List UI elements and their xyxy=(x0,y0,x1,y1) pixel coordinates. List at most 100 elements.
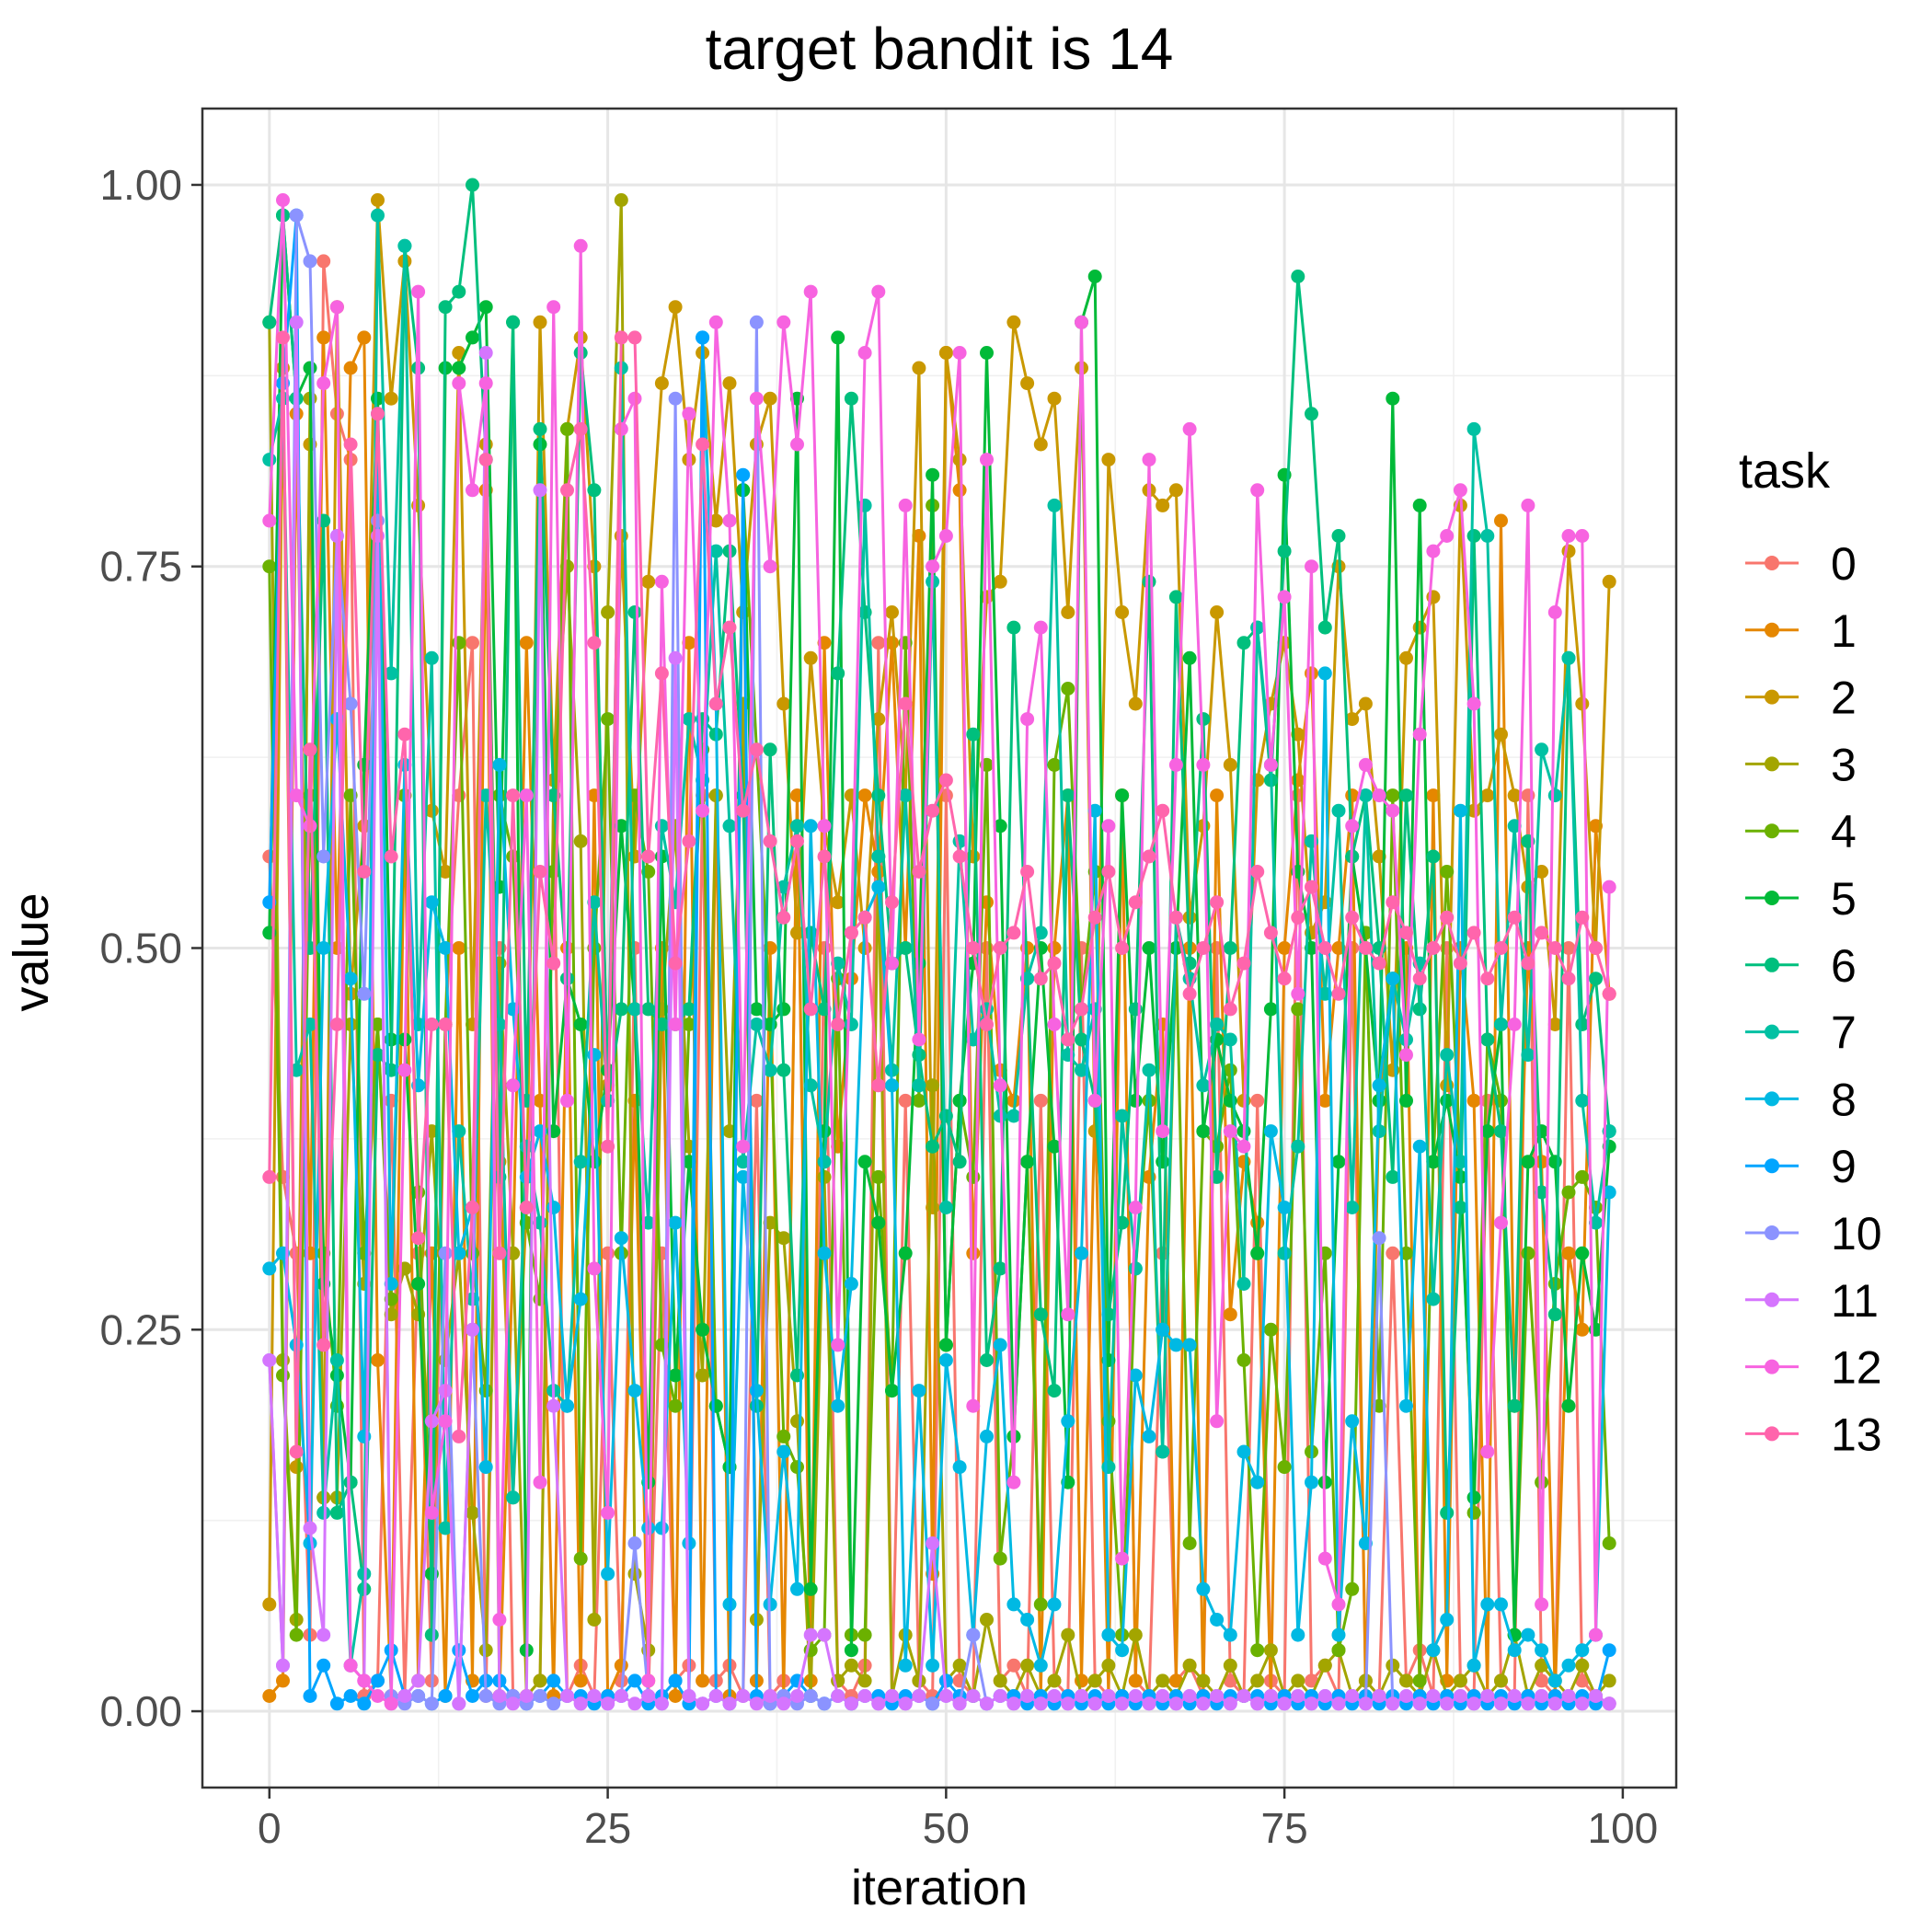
data-point xyxy=(452,1246,466,1260)
data-point xyxy=(736,467,751,482)
data-point xyxy=(993,1673,1007,1688)
legend-label: 13 xyxy=(1831,1409,1882,1460)
data-point xyxy=(1305,559,1318,574)
data-point xyxy=(1466,529,1481,543)
data-point xyxy=(938,1689,953,1703)
data-point xyxy=(790,1581,804,1596)
data-point xyxy=(1263,1002,1278,1017)
data-point xyxy=(871,849,886,864)
data-point xyxy=(844,1658,858,1673)
data-point xyxy=(857,910,872,925)
data-point xyxy=(1156,1124,1170,1139)
data-point xyxy=(357,865,372,879)
data-point xyxy=(1210,1169,1225,1184)
data-point xyxy=(912,865,926,879)
data-point xyxy=(1386,1246,1400,1260)
data-point xyxy=(912,361,926,375)
legend-key-point xyxy=(1765,1091,1779,1107)
data-point xyxy=(452,1124,466,1139)
data-point xyxy=(1115,941,1130,955)
data-point xyxy=(776,696,791,711)
data-point xyxy=(1521,498,1535,512)
data-point xyxy=(627,1536,642,1550)
legend-item-9: 9 xyxy=(1745,1141,1857,1192)
data-point xyxy=(289,1444,304,1459)
data-point xyxy=(438,300,453,315)
data-point xyxy=(1331,803,1346,818)
data-point xyxy=(546,1201,561,1214)
data-point xyxy=(1453,956,1467,971)
data-point xyxy=(763,1063,777,1077)
data-point xyxy=(1453,483,1467,498)
data-point xyxy=(1033,437,1048,452)
data-point xyxy=(1561,1246,1576,1260)
data-point xyxy=(1372,1078,1386,1093)
data-point xyxy=(384,666,398,681)
data-point xyxy=(1250,1673,1265,1688)
data-point xyxy=(1547,1696,1562,1711)
data-point xyxy=(587,1613,602,1627)
data-point xyxy=(776,910,791,925)
data-point xyxy=(926,1658,940,1673)
data-point xyxy=(1128,1689,1143,1703)
data-point xyxy=(1589,1627,1603,1642)
data-point xyxy=(898,788,913,803)
data-point xyxy=(1020,712,1035,727)
data-point xyxy=(1521,1048,1535,1063)
data-point xyxy=(303,819,317,834)
data-point xyxy=(1466,1490,1481,1505)
data-point xyxy=(1061,1696,1075,1711)
x-tick-label: 50 xyxy=(923,1804,970,1852)
data-point xyxy=(1535,1643,1549,1658)
data-point xyxy=(938,529,953,543)
data-point xyxy=(1521,1155,1535,1169)
data-point xyxy=(1020,865,1035,879)
data-point xyxy=(966,941,981,955)
data-point xyxy=(1142,941,1156,955)
data-point xyxy=(654,1018,669,1031)
data-point xyxy=(722,1696,737,1711)
data-point xyxy=(478,453,493,467)
data-point xyxy=(1426,849,1441,864)
data-point xyxy=(1250,483,1265,498)
data-point xyxy=(1399,788,1413,803)
data-point xyxy=(1196,1696,1211,1711)
data-point xyxy=(1128,1093,1143,1108)
data-point xyxy=(316,330,331,345)
data-point xyxy=(1061,1307,1075,1322)
data-point xyxy=(1128,1201,1143,1214)
data-point xyxy=(1589,972,1603,986)
data-point xyxy=(668,1689,683,1703)
data-point xyxy=(952,1093,967,1108)
data-point xyxy=(1494,1215,1508,1230)
data-point xyxy=(1033,926,1048,940)
data-point xyxy=(980,1353,994,1367)
data-point xyxy=(1006,1658,1021,1673)
data-point xyxy=(424,1696,439,1711)
data-point xyxy=(1277,1696,1292,1711)
data-point xyxy=(1020,376,1035,391)
legend-label: 4 xyxy=(1831,806,1857,857)
data-point xyxy=(573,1292,588,1306)
data-point xyxy=(1426,788,1441,803)
data-point xyxy=(357,1696,372,1711)
data-point xyxy=(1033,972,1048,986)
data-point xyxy=(776,1002,791,1017)
data-point xyxy=(1412,1002,1427,1017)
data-point xyxy=(817,1627,832,1642)
data-point xyxy=(533,1475,547,1489)
data-point xyxy=(1305,1673,1318,1688)
data-point xyxy=(1494,1124,1508,1139)
data-point xyxy=(1345,910,1360,925)
data-point xyxy=(262,1689,277,1703)
data-point xyxy=(1535,926,1549,940)
data-point xyxy=(601,605,615,619)
data-point xyxy=(857,788,872,803)
data-point xyxy=(844,926,858,940)
data-point xyxy=(1440,865,1455,879)
data-point xyxy=(1345,1201,1360,1214)
data-point xyxy=(993,1338,1007,1352)
data-point xyxy=(1277,544,1292,558)
data-point xyxy=(682,636,696,650)
data-point xyxy=(696,330,710,345)
